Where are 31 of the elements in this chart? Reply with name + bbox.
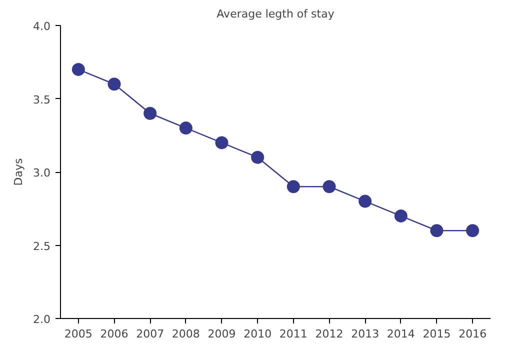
x-tick-label: 2014 (386, 328, 415, 340)
x-tick-label: 2009 (208, 328, 236, 340)
point (72, 62, 85, 76)
point (179, 122, 192, 135)
y-tick-label: 2.0 (33, 313, 51, 326)
x-tick-label: 2006 (100, 328, 128, 340)
point (322, 180, 336, 194)
point (430, 224, 444, 238)
y-axis-title: Days (12, 158, 26, 186)
point (466, 224, 480, 238)
point (394, 209, 408, 222)
x-tick-label: 2012 (315, 328, 344, 340)
x-tick-label: 2007 (136, 328, 164, 340)
point (251, 150, 264, 164)
x-tick-label: 2015 (422, 328, 451, 340)
x-tick-label: 2010 (244, 328, 272, 340)
y-tick-label: 3.5 (33, 93, 51, 106)
x-tick-label: 2016 (458, 328, 487, 340)
x-tick-label: 2005 (64, 328, 92, 340)
y-tick-label: 4.0 (33, 20, 51, 33)
point (108, 78, 121, 91)
x-tick-label: 2008 (172, 328, 200, 340)
point (358, 194, 372, 208)
point (286, 180, 300, 194)
y-tick-label: 3.0 (33, 166, 51, 180)
x-tick-label: 2013 (351, 328, 380, 340)
chart-title: Average legth of stay (216, 8, 335, 20)
point (144, 106, 157, 120)
point (215, 136, 228, 150)
x-tick-label: 2011 (279, 328, 308, 340)
y-tick-label: 2.5 (33, 240, 51, 253)
